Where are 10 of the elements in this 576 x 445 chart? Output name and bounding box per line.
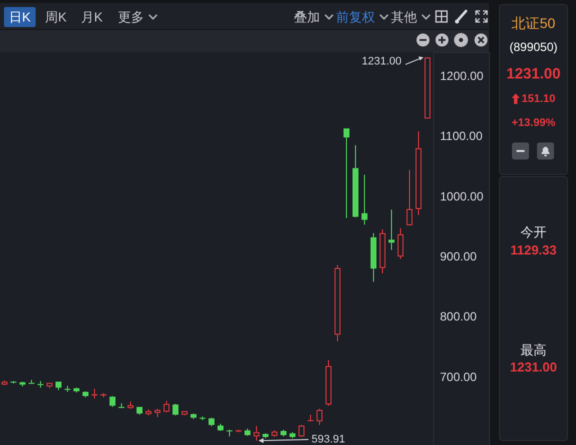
ytick-label: 1100.00 bbox=[440, 129, 482, 144]
annotation: 1231.00 bbox=[362, 55, 402, 68]
ytick-label: 1200.00 bbox=[440, 69, 484, 84]
subtitle: (899050) bbox=[509, 40, 558, 54]
title: 北证50 bbox=[512, 15, 556, 31]
ytick-label: 800.00 bbox=[440, 310, 477, 324]
ytick-label: 900.00 bbox=[440, 250, 477, 264]
ytick-label: 700.00 bbox=[440, 370, 477, 384]
annotation: 593.91 bbox=[312, 434, 346, 445]
ytick-label: 1000.00 bbox=[440, 189, 484, 204]
